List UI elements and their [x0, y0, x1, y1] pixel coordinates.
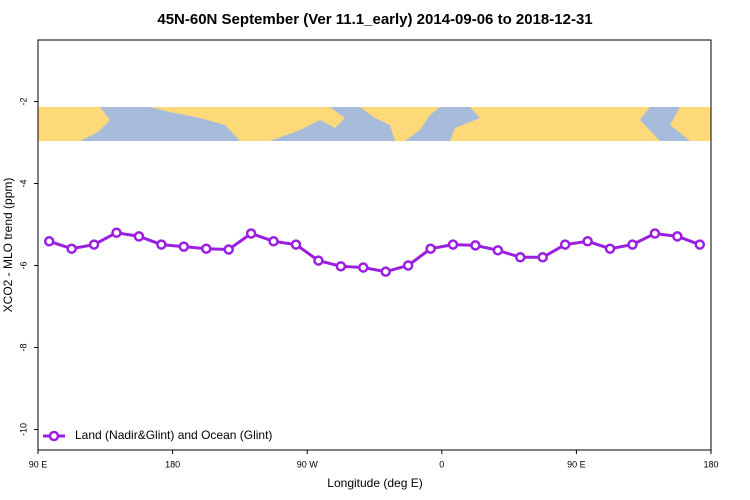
data-point: [201, 243, 212, 254]
data-point: [425, 243, 436, 254]
map-land: [670, 107, 711, 141]
data-point: [245, 228, 257, 239]
map-band: [38, 107, 711, 141]
data-point: [492, 245, 504, 256]
x-tick-label: 180: [165, 459, 180, 469]
y-tick-label: -10: [18, 423, 28, 436]
data-point: [447, 239, 459, 250]
data-point: [627, 239, 638, 250]
chart-title: 45N-60N September (Ver 11.1_early) 2014-…: [157, 11, 592, 28]
x-axis-label: Longitude (deg E): [327, 476, 422, 490]
y-tick-label: -4: [18, 179, 28, 187]
data-point: [649, 228, 661, 239]
x-tick-label: 180: [703, 459, 718, 469]
x-tick-label: 90 E: [567, 459, 586, 469]
data-point: [133, 231, 145, 242]
data-point: [290, 239, 302, 250]
y-tick-label: -6: [18, 261, 28, 269]
data-point: [604, 243, 616, 254]
data-point: [111, 227, 122, 238]
data-point: [402, 260, 414, 271]
data-point: [66, 243, 77, 254]
x-tick-label: 90 W: [297, 459, 319, 469]
data-point: [358, 262, 369, 273]
map-land: [38, 107, 110, 141]
data-point: [515, 252, 526, 263]
y-tick-label: -2: [18, 97, 28, 105]
x-tick-label: 90 E: [29, 459, 48, 469]
map-land: [150, 107, 345, 141]
x-tick-label: 0: [439, 459, 444, 469]
data-point: [537, 252, 548, 263]
data-point: [672, 231, 683, 242]
data-point: [88, 239, 100, 250]
data-point: [223, 244, 234, 255]
legend-marker: [48, 430, 60, 442]
data-point: [268, 236, 279, 247]
data-point: [582, 236, 593, 247]
data-point: [313, 255, 324, 266]
data-point: [178, 241, 190, 252]
data-point: [335, 261, 347, 272]
map-land: [360, 107, 440, 141]
data-point: [694, 239, 706, 250]
y-tick-label: -8: [18, 343, 28, 351]
data-point: [380, 266, 391, 277]
map-land: [450, 107, 660, 141]
plot-frame: [37, 39, 712, 451]
data-point: [559, 239, 571, 250]
y-axis-label: XCO2 - MLO trend (ppm): [1, 178, 15, 313]
data-point: [470, 240, 481, 251]
data-point: [156, 239, 167, 250]
data-point: [43, 236, 55, 247]
legend-label: Land (Nadir&Glint) and Ocean (Glint): [75, 428, 272, 442]
series-line: [48, 231, 701, 274]
